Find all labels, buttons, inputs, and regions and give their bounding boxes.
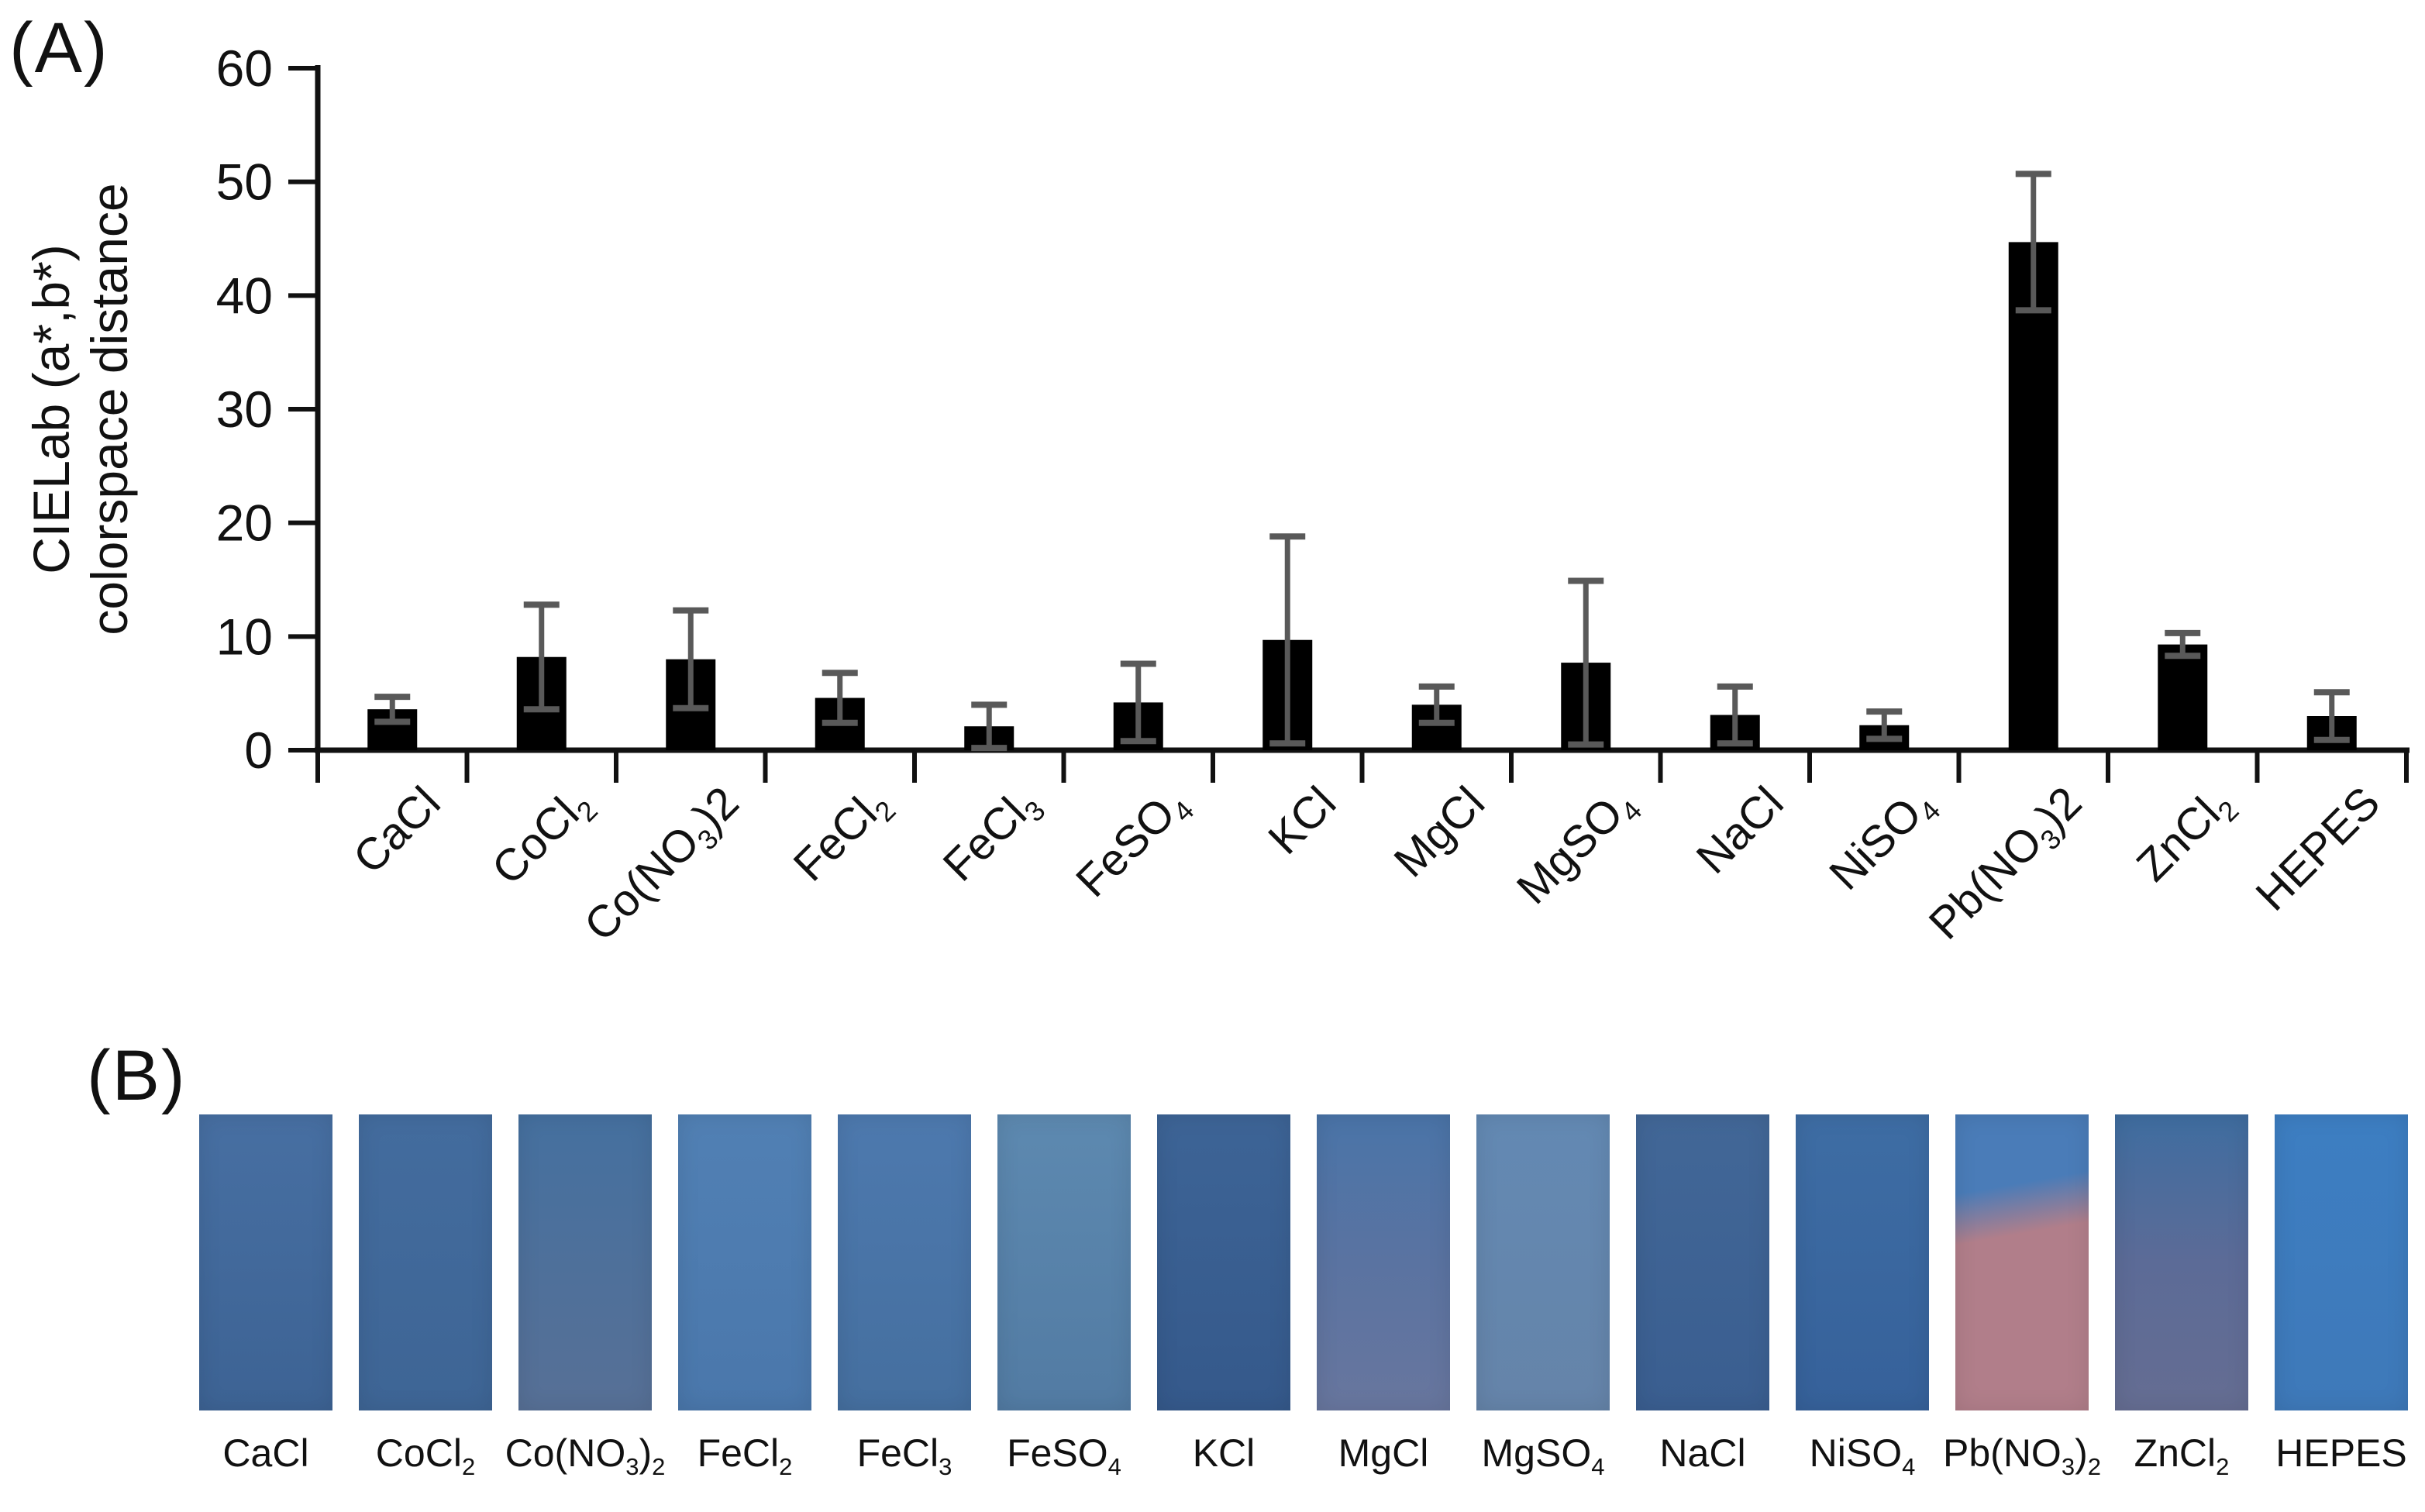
error-bar-ZnCl2 xyxy=(2165,629,2201,660)
y-tick-label-20: 20 xyxy=(216,494,273,552)
swatch-label-CoNO32: Co(NO3)2 xyxy=(505,1431,666,1480)
bar-PbNO32 xyxy=(2008,242,2058,750)
swatch-label-MgSO4: MgSO4 xyxy=(1481,1431,1605,1480)
error-bar-NiSO4 xyxy=(1866,708,1903,742)
panel-b-label: (B) xyxy=(87,1036,187,1115)
strip-photo-KCl xyxy=(1157,1114,1290,1410)
y-tick-label-40: 40 xyxy=(216,267,273,324)
error-bar-FeCl3 xyxy=(971,701,1008,752)
swatch-cell-FeCl2: FeCl2 xyxy=(678,1114,811,1481)
swatch-label-HEPES: HEPES xyxy=(2275,1431,2407,1475)
error-bar-CoCl2 xyxy=(523,601,560,713)
strip-photo-HEPES xyxy=(2275,1114,2408,1410)
swatch-label-CoCl2: CoCl2 xyxy=(375,1431,476,1480)
y-tick-label-0: 0 xyxy=(244,722,273,779)
swatch-cell-KCl: KCl xyxy=(1157,1114,1290,1481)
colorspace-distance-bar-chart: 0 10 20 30 40 50 60 xyxy=(216,40,2409,783)
error-bar-FeSO4 xyxy=(1120,660,1156,745)
swatch-cell-PbNO32: Pb(NO3)2 xyxy=(1943,1114,2101,1481)
strip-photo-FeCl3 xyxy=(838,1114,971,1410)
swatch-cell-CoNO32: Co(NO3)2 xyxy=(505,1114,665,1481)
error-bar-PbNO32 xyxy=(2015,170,2051,314)
strip-photo-MgCl xyxy=(1317,1114,1450,1410)
error-bar-CoNO32 xyxy=(673,607,709,711)
y-tick-label-60: 60 xyxy=(216,40,273,97)
swatch-label-MgCl: MgCl xyxy=(1338,1431,1429,1475)
sensor-strip-swatch-row: CaCl CoCl2 Co(NO3)2 FeCl2 FeCl3 FeSO4 KCl MgCl M… xyxy=(199,1114,2408,1481)
strip-photo-MgSO4 xyxy=(1476,1114,1610,1410)
swatch-cell-FeSO4: FeSO4 xyxy=(997,1114,1131,1481)
swatch-label-KCl: KCl xyxy=(1192,1431,1256,1475)
swatch-cell-MgCl: MgCl xyxy=(1317,1114,1450,1481)
swatch-cell-ZnCl2: ZnCl2 xyxy=(2115,1114,2248,1481)
error-bar-HEPES xyxy=(2313,689,2350,743)
swatch-label-CaCl: CaCl xyxy=(222,1431,309,1475)
swatch-cell-CoCl2: CoCl2 xyxy=(359,1114,492,1481)
error-bar-NaCl xyxy=(1717,683,1753,747)
swatch-cell-NaCl: NaCl xyxy=(1636,1114,1769,1481)
strip-photo-FeSO4 xyxy=(997,1114,1131,1410)
strip-photo-FeCl2 xyxy=(678,1114,811,1410)
swatch-cell-FeCl3: FeCl3 xyxy=(838,1114,971,1481)
strip-photo-CaCl xyxy=(199,1114,332,1410)
error-bar-KCl xyxy=(1269,533,1306,747)
strip-photo-NiSO4 xyxy=(1796,1114,1929,1410)
strip-photo-CoNO32 xyxy=(518,1114,652,1410)
swatch-label-ZnCl2: ZnCl2 xyxy=(2134,1431,2230,1480)
swatch-label-FeCl3: FeCl3 xyxy=(856,1431,952,1480)
strip-photo-CoCl2 xyxy=(359,1114,492,1410)
swatch-cell-HEPES: HEPES xyxy=(2275,1114,2408,1481)
bar-ZnCl2 xyxy=(2158,644,2208,750)
swatch-label-FeSO4: FeSO4 xyxy=(1007,1431,1121,1480)
strip-photo-NaCl xyxy=(1636,1114,1769,1410)
swatch-label-PbNO32: Pb(NO3)2 xyxy=(1943,1431,2101,1480)
y-tick-label-50: 50 xyxy=(216,153,273,211)
swatch-cell-NiSO4: NiSO4 xyxy=(1796,1114,1929,1481)
error-bar-FeCl2 xyxy=(822,670,858,726)
y-tick-label-30: 30 xyxy=(216,381,273,438)
swatch-label-NiSO4: NiSO4 xyxy=(1809,1431,1916,1480)
strip-photo-ZnCl2 xyxy=(2115,1114,2248,1410)
panel-a-label: (A) xyxy=(9,9,109,88)
swatch-cell-CaCl: CaCl xyxy=(199,1114,332,1481)
swatch-label-NaCl: NaCl xyxy=(1659,1431,1746,1475)
swatch-cell-MgSO4: MgSO4 xyxy=(1476,1114,1610,1481)
error-bar-CaCl xyxy=(374,694,411,725)
error-bar-MgSO4 xyxy=(1568,577,1604,748)
swatch-label-FeCl2: FeCl2 xyxy=(697,1431,793,1480)
y-tick-label-10: 10 xyxy=(216,608,273,665)
strip-photo-PbNO32 xyxy=(1955,1114,2089,1410)
error-bar-MgCl xyxy=(1418,683,1455,726)
